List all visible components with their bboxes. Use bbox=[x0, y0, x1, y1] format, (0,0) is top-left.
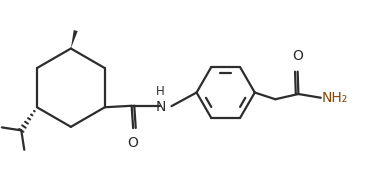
Polygon shape bbox=[71, 30, 78, 48]
Text: H: H bbox=[156, 85, 165, 98]
Text: O: O bbox=[292, 49, 303, 63]
Text: N: N bbox=[156, 100, 166, 114]
Text: O: O bbox=[127, 136, 138, 150]
Text: NH₂: NH₂ bbox=[322, 91, 348, 105]
